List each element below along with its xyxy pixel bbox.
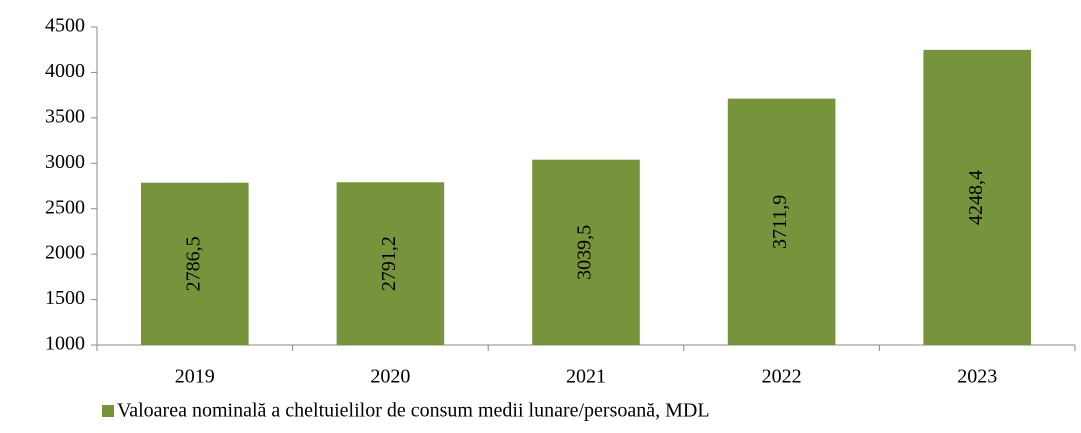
data-label: 2791,2: [378, 236, 400, 291]
x-tick-label: 2023: [957, 366, 997, 388]
y-tick-label: 4500: [45, 15, 85, 37]
bar: [532, 159, 640, 345]
y-tick-label: 3500: [45, 105, 85, 127]
x-tick-label: 2022: [762, 366, 802, 388]
data-label: 3039,5: [574, 225, 596, 280]
x-tick-label: 2021: [566, 366, 606, 388]
bar: [923, 49, 1031, 346]
x-tick-label: 2019: [175, 366, 215, 388]
legend-swatch: [102, 405, 114, 417]
bar: [336, 182, 445, 345]
y-tick-label: 1500: [45, 287, 85, 309]
y-tick-label: 2000: [45, 242, 85, 264]
legend-label: Valoarea nominală a cheltuielilor de con…: [117, 400, 710, 422]
bar: [141, 182, 249, 345]
y-tick-label: 4000: [45, 60, 85, 82]
y-tick-label: 2500: [45, 196, 85, 218]
y-tick-label: 1000: [45, 333, 85, 355]
data-label: 3711,9: [769, 195, 791, 249]
bar: [727, 98, 836, 345]
data-label: 2786,5: [182, 236, 204, 291]
x-tick-label: 2020: [370, 366, 410, 388]
y-tick-label: 3000: [45, 151, 85, 173]
data-label: 4248,4: [965, 170, 987, 225]
